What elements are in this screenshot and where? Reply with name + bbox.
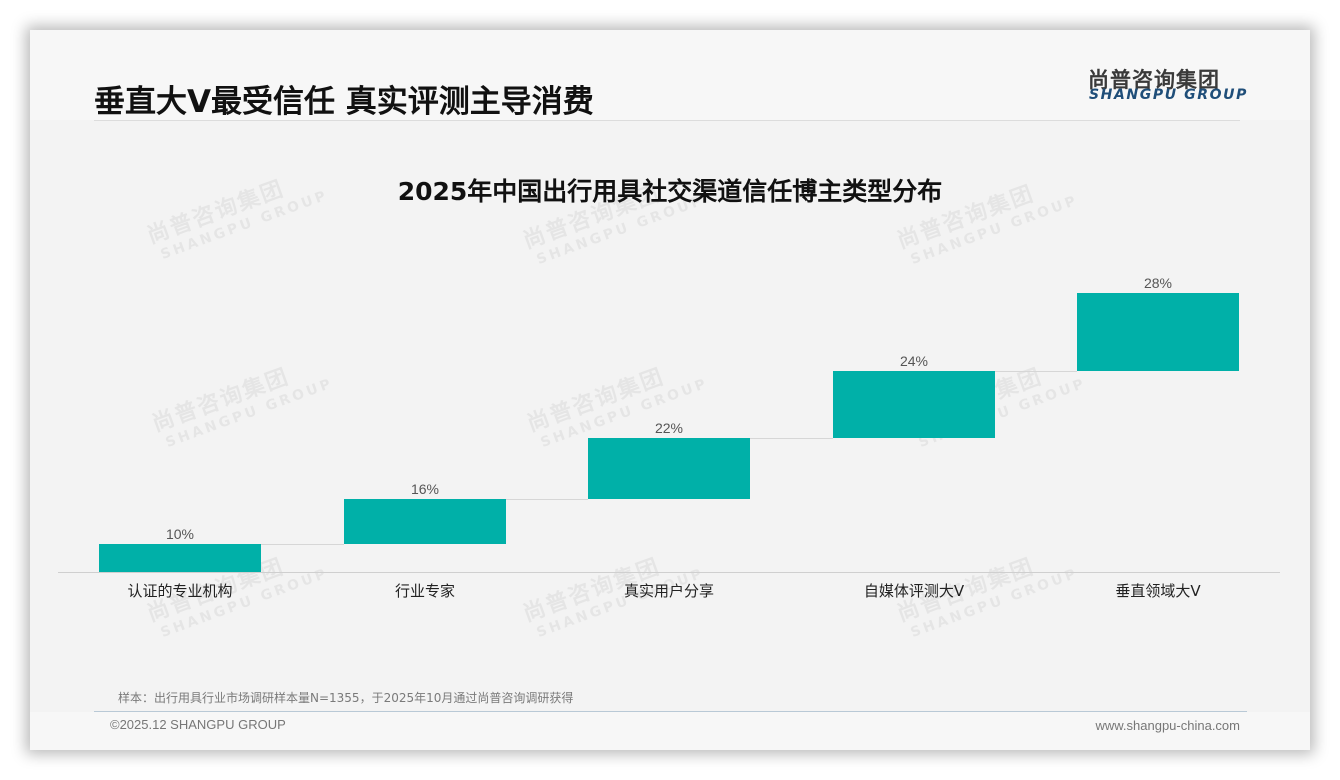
waterfall-connector [995, 371, 1077, 373]
header-divider [94, 120, 1240, 121]
logo-chinese: 尚普咨询集团 [1088, 68, 1220, 92]
bar [1077, 293, 1239, 372]
bar [833, 371, 995, 439]
footer-band [30, 712, 1310, 750]
bar-value-label: 24% [899, 353, 929, 370]
x-axis-baseline [58, 572, 1280, 573]
bar [588, 438, 750, 500]
bar-value-label: 16% [410, 481, 440, 498]
copyright-text: ©2025.12 SHANGPU GROUP [110, 717, 286, 732]
category-label: 真实用户分享 [623, 582, 714, 600]
header-band [30, 30, 1310, 120]
waterfall-connector [506, 499, 588, 501]
website-link[interactable]: www.shangpu-china.com [1095, 718, 1240, 733]
category-label: 行业专家 [394, 582, 455, 600]
logo-english: SHANGPU GROUP [1089, 87, 1248, 103]
category-label: 自媒体评测大V [863, 582, 965, 600]
bar-value-label: 28% [1143, 275, 1173, 291]
waterfall-connector [261, 544, 344, 546]
waterfall-connector [750, 438, 833, 440]
bar-value-label: 22% [654, 420, 684, 437]
category-label: 认证的专业机构 [127, 582, 233, 600]
category-label: 垂直领域大V [1115, 582, 1201, 600]
slide: 垂直大V最受信任 真实评测主导消费 尚普咨询集团 SHANGPU GROUP 尚… [30, 30, 1310, 750]
chart-title: 2025年中国出行用具社交渠道信任博主类型分布 [397, 177, 943, 206]
bar [99, 544, 261, 572]
footer-divider [94, 711, 1247, 712]
page-title: 垂直大V最受信任 真实评测主导消费 [94, 84, 594, 120]
sample-note: 样本：出行用具行业市场调研样本量N=1355，于2025年10月通过尚普咨询调研… [118, 691, 574, 705]
bar [344, 499, 506, 545]
bar-value-label: 10% [165, 526, 195, 543]
waterfall-chart: 10% 认证的专业机构 16% 行业专家 22% 真实用户分享 24% 自媒体评测大V 28% 垂… [30, 30, 1310, 750]
